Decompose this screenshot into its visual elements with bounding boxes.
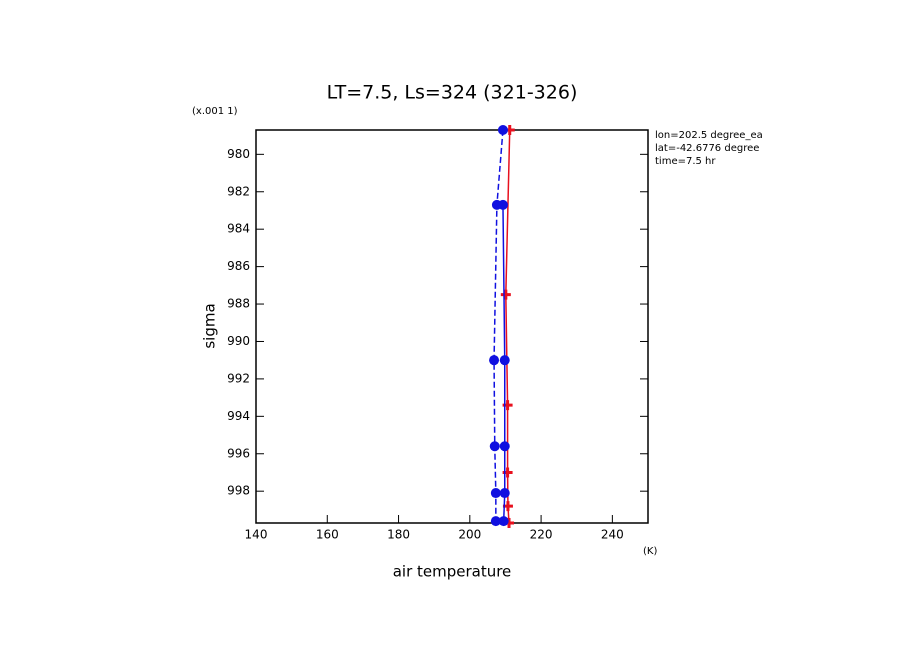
x-tick-label: 220 (530, 528, 553, 542)
x-tick-label: 240 (601, 528, 624, 542)
y-tick-label: 996 (227, 446, 250, 460)
y-tick-label: 984 (227, 222, 250, 236)
point (497, 125, 508, 135)
point (499, 355, 510, 366)
point (500, 289, 511, 300)
y-axis-label: sigma (201, 303, 219, 348)
annotation: lat=-42.6776 degree (655, 143, 759, 154)
annotation: time=7.5 hr (655, 156, 716, 167)
x-axis-label: air temperature (393, 563, 512, 581)
chart-title: LT=7.5, Ls=324 (321-326) (327, 82, 578, 104)
point (490, 488, 501, 499)
x-tick-label: 160 (316, 528, 339, 542)
series-line (505, 129, 511, 524)
y-tick-label: 994 (227, 409, 250, 423)
x-tick-label: 180 (387, 528, 410, 542)
series-line (493, 129, 504, 522)
plot-frame (255, 129, 649, 524)
point (499, 488, 510, 499)
point (499, 441, 510, 452)
y-tick-label: 982 (227, 184, 250, 198)
y-tick-label: 990 (227, 334, 250, 348)
y-tick-label: 998 (227, 484, 250, 498)
annotation: lon=202.5 degree_ea (655, 130, 763, 141)
y-tick-label: 988 (227, 297, 250, 311)
x-tick-label: 140 (245, 528, 268, 542)
point (489, 355, 500, 366)
point (498, 516, 509, 527)
point (489, 441, 500, 452)
y-tick-label: 992 (227, 371, 250, 385)
x-tick-label: 200 (458, 528, 481, 542)
y-unit: (x.001 1) (192, 106, 238, 117)
point (491, 199, 502, 210)
x-unit: (K) (643, 546, 657, 557)
y-tick-label: 986 (227, 259, 250, 273)
y-tick-label: 980 (227, 147, 250, 161)
point (490, 516, 501, 527)
